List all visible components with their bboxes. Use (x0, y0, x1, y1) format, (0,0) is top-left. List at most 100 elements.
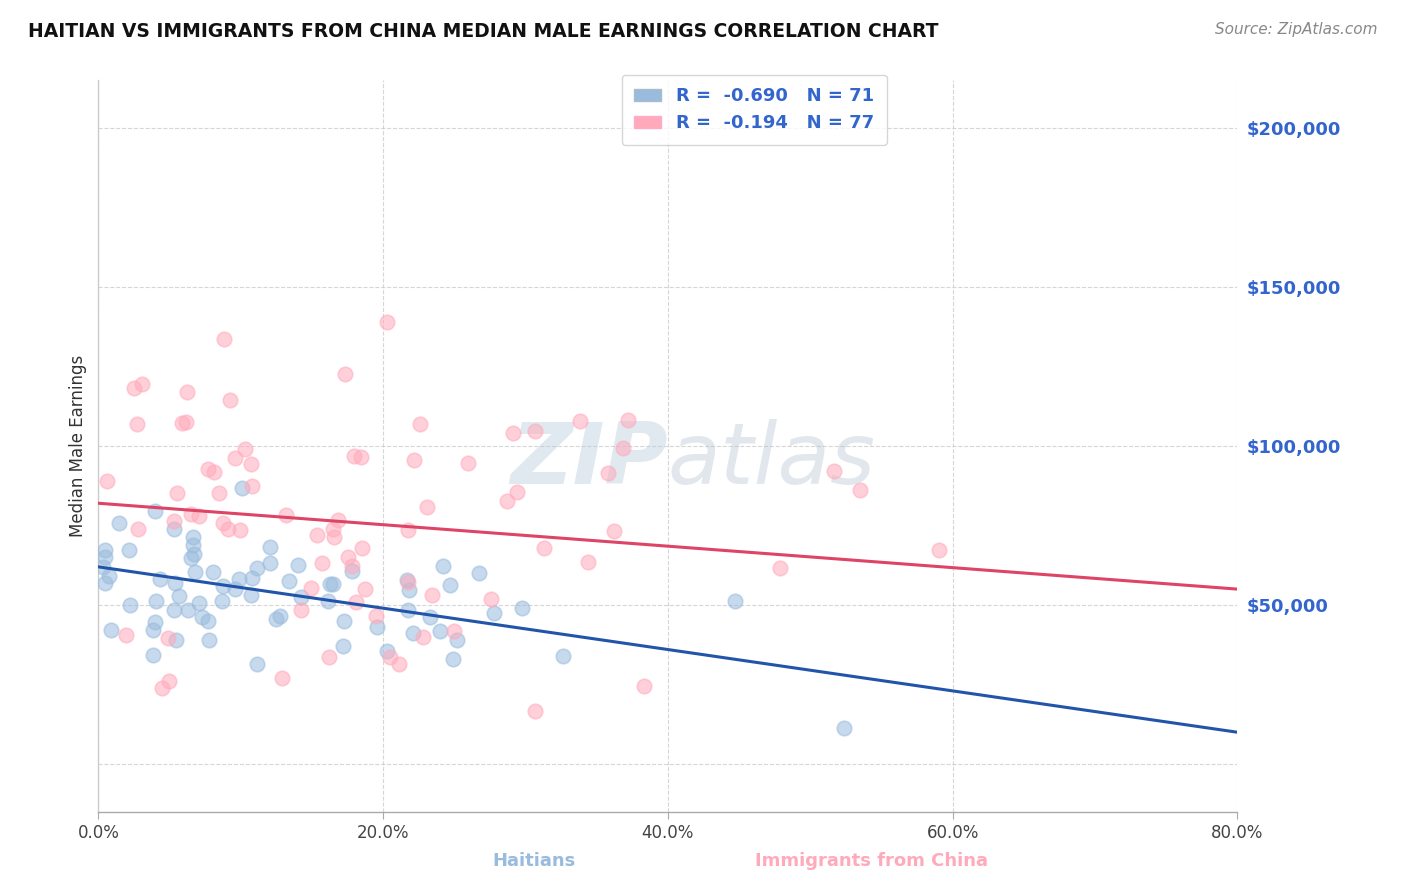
Point (271, 671, 294, 685)
Point (482, 607, 505, 621)
Point (336, 549, 359, 564)
Point (157, 631, 180, 645)
Point (122, 381, 145, 395)
Point (240, 458, 263, 472)
Point (823, 464, 845, 478)
Point (551, 648, 574, 663)
Point (468, 566, 491, 581)
Point (380, 649, 402, 664)
Point (239, 588, 262, 602)
Point (212, 579, 235, 593)
Point (165, 632, 187, 647)
Point (416, 500, 439, 515)
Point (340, 564, 363, 578)
Text: Immigrants from China: Immigrants from China (755, 852, 988, 870)
Point (218, 393, 240, 408)
Point (181, 538, 204, 552)
Point (108, 516, 131, 530)
Point (290, 602, 312, 616)
Point (177, 603, 200, 617)
Point (506, 485, 529, 500)
Point (432, 558, 454, 573)
Point (180, 507, 202, 521)
Point (94, 575, 117, 590)
Point (928, 543, 950, 558)
Point (211, 594, 233, 608)
Point (724, 593, 747, 607)
Point (768, 561, 790, 575)
Text: Source: ZipAtlas.com: Source: ZipAtlas.com (1215, 22, 1378, 37)
Point (396, 574, 419, 589)
Point (228, 573, 250, 587)
Point (366, 620, 388, 634)
Point (307, 528, 329, 542)
Point (142, 624, 165, 638)
Point (352, 541, 374, 556)
Point (568, 414, 591, 428)
Point (246, 657, 269, 672)
Point (96, 475, 118, 489)
Point (502, 426, 524, 441)
Point (299, 581, 322, 595)
Point (114, 628, 136, 642)
Point (229, 524, 252, 538)
Point (278, 574, 301, 589)
Point (169, 589, 191, 603)
Point (131, 376, 153, 391)
Point (94, 543, 117, 558)
Point (198, 633, 221, 648)
Point (512, 600, 534, 615)
Point (479, 592, 502, 607)
Point (94, 549, 117, 564)
Point (208, 486, 231, 500)
Point (401, 626, 423, 640)
Point (849, 483, 872, 498)
Point (149, 572, 172, 586)
Point (180, 551, 202, 566)
Point (429, 624, 451, 638)
Text: ZIP: ZIP (510, 419, 668, 502)
Point (350, 450, 373, 464)
Point (142, 648, 165, 663)
Point (596, 467, 619, 481)
Point (834, 721, 856, 735)
Point (233, 442, 256, 457)
Point (439, 578, 461, 592)
Point (366, 609, 388, 624)
Point (100, 624, 122, 638)
Point (93, 560, 115, 574)
Point (240, 479, 263, 493)
Point (163, 514, 186, 528)
Point (443, 624, 465, 639)
Point (118, 543, 141, 558)
Point (98, 569, 121, 583)
Point (187, 596, 209, 610)
Point (163, 602, 186, 616)
Point (524, 424, 547, 438)
Text: HAITIAN VS IMMIGRANTS FROM CHINA MEDIAN MALE EARNINGS CORRELATION CHART: HAITIAN VS IMMIGRANTS FROM CHINA MEDIAN … (28, 22, 939, 41)
Y-axis label: Median Male Earnings: Median Male Earnings (69, 355, 87, 537)
Point (333, 368, 356, 382)
Point (353, 582, 375, 596)
Point (328, 513, 350, 527)
Point (617, 413, 640, 427)
Point (143, 504, 166, 518)
Point (259, 557, 281, 571)
Point (412, 630, 434, 644)
Point (533, 541, 555, 555)
Point (120, 598, 142, 612)
Point (322, 530, 344, 544)
Point (319, 577, 342, 591)
Text: Haitians: Haitians (492, 852, 576, 870)
Point (145, 593, 167, 607)
Point (240, 571, 263, 585)
Point (197, 461, 219, 475)
Point (174, 415, 197, 429)
Point (419, 610, 441, 624)
Point (524, 704, 547, 718)
Point (191, 609, 214, 624)
Point (576, 555, 599, 569)
Point (202, 565, 225, 579)
Legend: R =  -0.690   N = 71, R =  -0.194   N = 77: R = -0.690 N = 71, R = -0.194 N = 77 (621, 75, 887, 145)
Point (166, 485, 188, 500)
